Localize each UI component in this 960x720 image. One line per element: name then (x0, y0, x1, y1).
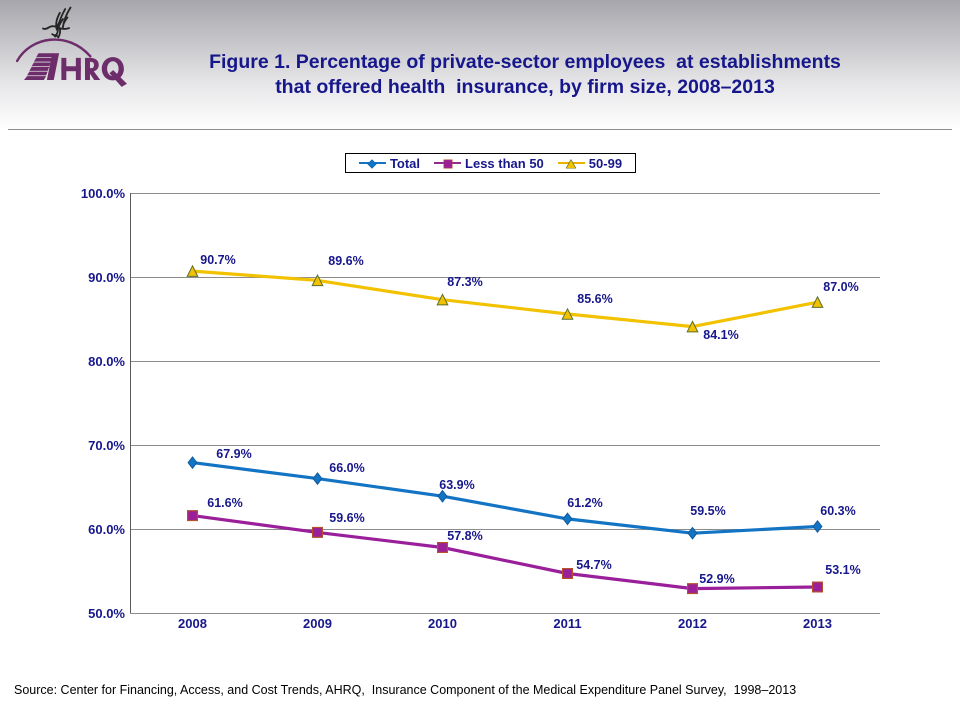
svg-text:90.7%: 90.7% (200, 253, 235, 267)
svg-text:60.3%: 60.3% (820, 504, 855, 518)
svg-text:53.1%: 53.1% (825, 563, 860, 577)
svg-text:66.0%: 66.0% (329, 461, 364, 475)
svg-text:85.6%: 85.6% (577, 292, 612, 306)
svg-text:52.9%: 52.9% (699, 572, 734, 586)
svg-text:61.2%: 61.2% (567, 496, 602, 510)
svg-text:59.5%: 59.5% (690, 504, 725, 518)
svg-text:59.6%: 59.6% (329, 511, 364, 525)
svg-text:67.9%: 67.9% (216, 447, 251, 461)
svg-text:57.8%: 57.8% (447, 529, 482, 543)
svg-text:84.1%: 84.1% (703, 328, 738, 342)
svg-text:87.0%: 87.0% (823, 280, 858, 294)
svg-text:89.6%: 89.6% (328, 254, 363, 268)
svg-text:87.3%: 87.3% (447, 275, 482, 289)
svg-text:54.7%: 54.7% (576, 558, 611, 572)
svg-text:63.9%: 63.9% (439, 478, 474, 492)
svg-text:61.6%: 61.6% (207, 496, 242, 510)
